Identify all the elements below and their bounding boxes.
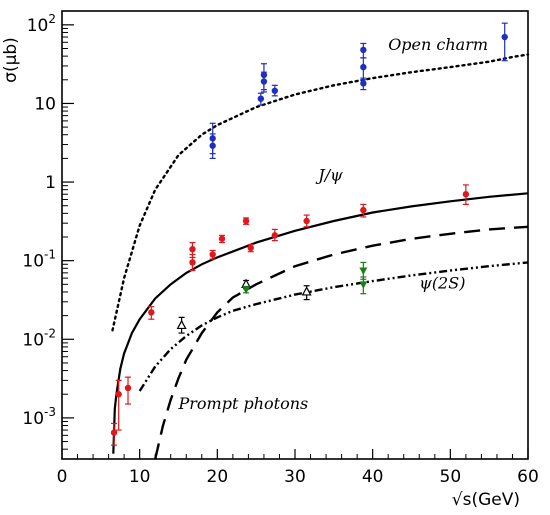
x-tick-label: 60	[517, 467, 539, 487]
data-point	[218, 234, 226, 244]
point-marker	[189, 245, 196, 253]
data-point	[462, 184, 470, 205]
point-marker	[209, 251, 216, 258]
point-marker	[360, 80, 367, 87]
y-axis-label: σ(μb)	[1, 37, 21, 83]
data-point	[242, 217, 250, 225]
y-tick-label: 10-3	[22, 405, 56, 429]
point-marker	[247, 244, 254, 252]
data-point	[124, 376, 132, 405]
x-tick-label: 40	[362, 467, 384, 487]
point-marker	[218, 235, 226, 242]
data-point	[209, 133, 216, 159]
annotation-label: Prompt photons	[178, 394, 309, 413]
curve-annotations: Open charm J/ψ ψ(2S) Prompt photons	[178, 35, 489, 413]
point-marker	[360, 63, 367, 71]
data-point	[501, 22, 508, 62]
data-point	[360, 203, 367, 218]
point-marker	[148, 309, 155, 316]
data-points	[110, 22, 508, 446]
data-point	[359, 276, 368, 295]
point-marker	[242, 286, 251, 294]
point-marker	[176, 319, 187, 330]
data-point	[148, 306, 155, 320]
point-marker	[209, 142, 216, 149]
axis-ticks: 0 10 20 30 40 50 60 10-3 10-2 10-1 1 10 102	[22, 12, 538, 487]
point-marker	[110, 429, 118, 436]
curve-open-charm	[111, 53, 530, 332]
annotation-label: Open charm	[388, 35, 488, 54]
x-tick-label: 30	[284, 467, 306, 487]
data-point	[303, 214, 310, 228]
x-tick-label: 20	[207, 467, 229, 487]
point-marker	[359, 267, 368, 275]
data-point	[115, 379, 122, 431]
curve-2s	[138, 261, 529, 392]
point-marker	[360, 206, 367, 214]
data-point	[271, 228, 279, 242]
x-tick-label: 50	[440, 467, 462, 487]
point-marker	[303, 217, 310, 225]
annotation-label: ψ(2S)	[419, 274, 465, 293]
annotation-label: J/ψ	[315, 165, 343, 184]
point-marker	[462, 191, 470, 198]
y-tick-label: 10-1	[22, 248, 56, 272]
data-point	[247, 244, 254, 253]
model-curves	[111, 53, 530, 460]
data-point	[110, 422, 118, 446]
data-point	[271, 84, 279, 97]
data-point	[260, 71, 268, 93]
curve-j	[112, 192, 529, 454]
point-marker	[189, 259, 196, 266]
point-marker	[271, 87, 279, 94]
point-marker	[501, 33, 508, 41]
x-tick-label: 10	[129, 467, 151, 487]
point-marker	[115, 391, 122, 398]
data-point	[360, 77, 367, 91]
point-marker	[257, 95, 265, 102]
x-tick-label: 0	[57, 467, 68, 487]
point-marker	[242, 217, 250, 225]
y-tick-label: 1	[45, 173, 56, 193]
point-marker	[360, 46, 367, 54]
data-point	[209, 249, 216, 260]
data-point	[242, 285, 251, 294]
data-point	[176, 316, 187, 334]
point-marker	[359, 281, 368, 289]
data-point	[257, 92, 265, 106]
x-axis-label: √s(GeV)	[452, 490, 520, 510]
point-marker	[271, 232, 279, 239]
y-tick-label: 102	[27, 12, 56, 36]
data-point	[301, 285, 312, 301]
point-marker	[124, 384, 132, 392]
point-marker	[301, 286, 312, 296]
data-point	[189, 253, 196, 272]
y-tick-label: 10-2	[22, 326, 56, 350]
y-tick-label: 10	[34, 94, 56, 114]
point-marker	[260, 78, 268, 85]
